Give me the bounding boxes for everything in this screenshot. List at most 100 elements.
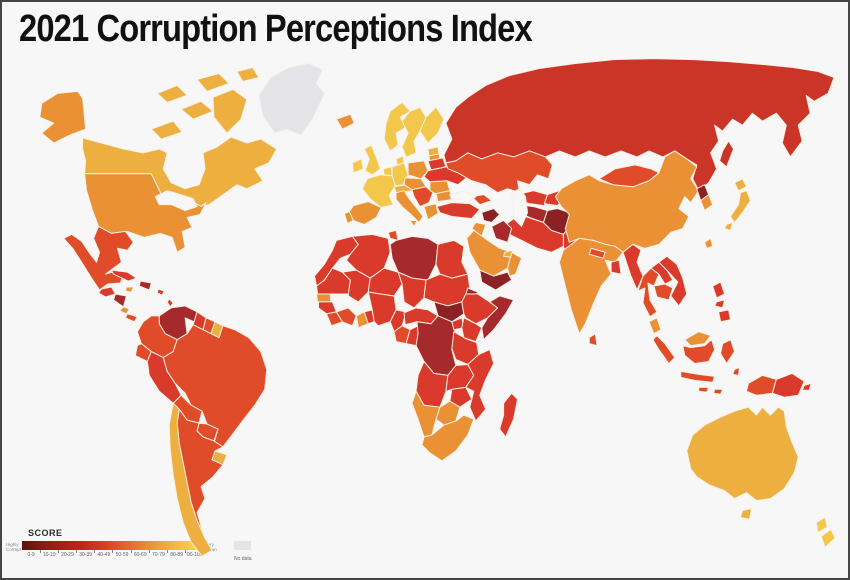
region-caucasus <box>471 194 493 206</box>
legend-band-label: 10-19 <box>42 552 56 558</box>
region-chad <box>397 271 427 309</box>
region-canada-island-baffin <box>212 88 248 134</box>
water-caspian-sea <box>511 188 529 228</box>
region-bolivia <box>172 394 203 424</box>
legend-band-cell: 40-49 <box>95 550 114 558</box>
region-venezuela <box>158 305 198 341</box>
region-eritrea <box>465 287 479 299</box>
region-kazakhstan <box>445 150 553 194</box>
region-zambia <box>445 363 475 392</box>
region-panama <box>124 313 138 323</box>
region-belarus <box>427 157 447 171</box>
region-sweden <box>401 106 427 158</box>
region-estonia <box>427 146 440 157</box>
region-jordan-israel <box>471 221 487 237</box>
legend-min-label: Highly Corrupt <box>4 541 22 552</box>
water-black-sea <box>449 190 477 205</box>
region-uganda <box>451 317 465 331</box>
region-honduras-nicaragua <box>112 293 127 308</box>
region-japan <box>724 178 751 231</box>
region-togo-benin <box>363 309 375 325</box>
region-tunisia <box>387 229 399 241</box>
region-malaysia <box>648 317 712 347</box>
page-title: 2021 Corruption Perceptions Index <box>19 8 533 50</box>
region-ukraine <box>423 166 469 186</box>
region-spain <box>348 201 382 225</box>
region-germany <box>391 162 409 187</box>
legend-tick <box>130 550 132 553</box>
legend-band-cell: 0-9 <box>22 550 41 558</box>
region-zimbabwe <box>449 386 473 408</box>
region-iraq <box>491 219 513 243</box>
legend-tick <box>76 550 78 553</box>
region-canada-island-victoria <box>150 120 183 140</box>
region-peru <box>146 351 182 404</box>
region-drc <box>415 315 457 376</box>
region-argentina <box>176 408 224 539</box>
region-senegal <box>316 293 331 303</box>
legend-max-label-line2: Clean <box>205 547 217 552</box>
region-turkey <box>436 202 481 219</box>
region-gabon <box>393 325 411 345</box>
region-oman <box>507 251 523 277</box>
region-niger <box>367 267 403 297</box>
region-sudan <box>423 273 471 307</box>
region-nepal <box>588 247 606 259</box>
region-ireland <box>351 158 364 174</box>
legend-band-label: 70-79 <box>152 552 165 558</box>
legend-band-cell: 70-79 <box>149 550 168 558</box>
region-czech-hungary <box>403 177 427 191</box>
legend-tick <box>148 550 150 553</box>
legend-no-data-label: No data <box>234 556 252 562</box>
legend-tick <box>39 550 41 553</box>
region-poland <box>407 160 429 180</box>
legend-min-label-line2: Corrupt <box>6 547 22 552</box>
region-mexico <box>63 225 134 291</box>
region-france <box>361 174 396 209</box>
region-greece <box>423 203 439 220</box>
region-romania <box>429 180 451 195</box>
legend-band-cell: 50-59 <box>113 550 132 558</box>
region-sierra-leone-liberia <box>325 311 343 327</box>
region-norway <box>383 101 411 152</box>
legend-band-label: 20-29 <box>61 552 74 558</box>
region-guatemala <box>98 286 116 298</box>
region-guinea <box>318 301 337 315</box>
region-vietnam <box>658 255 688 307</box>
legend-band-label: 90-100 <box>186 552 203 558</box>
region-south-africa <box>421 414 475 462</box>
region-new-zealand <box>815 516 836 548</box>
region-uae <box>503 249 514 258</box>
region-myanmar <box>622 243 644 291</box>
region-jamaica <box>124 286 134 293</box>
region-latvia-lithuania <box>428 153 442 166</box>
region-portugal <box>343 211 354 224</box>
region-south-sudan <box>433 301 465 323</box>
region-australia <box>686 406 799 520</box>
region-china <box>554 150 700 253</box>
region-paraguay <box>196 422 219 442</box>
region-libya <box>389 235 439 281</box>
legend-band-label: 80-89 <box>170 552 183 558</box>
score-legend: SCORE Highly Corrupt 0-9 10-19 20-29 30-39 4… <box>4 528 264 562</box>
legend-band-label: 50-59 <box>115 552 129 558</box>
region-canada-island-4 <box>196 73 230 92</box>
region-laos <box>650 261 674 285</box>
region-balkans <box>411 186 434 208</box>
region-taiwan <box>704 237 714 249</box>
region-italy <box>395 190 424 227</box>
region-greenland <box>258 63 325 136</box>
region-somalia <box>481 295 515 341</box>
region-ecuador <box>134 343 152 362</box>
region-puerto-rico <box>156 288 165 296</box>
region-brazil <box>162 324 268 448</box>
region-uruguay <box>211 450 228 466</box>
legend-gradient-bar <box>22 541 204 550</box>
region-kenya <box>461 317 483 343</box>
region-sri-lanka <box>588 333 598 347</box>
legend-band-label: 30-39 <box>79 552 93 558</box>
legend-band-labels: 0-9 10-19 20-29 30-39 40-49 50-59 60-69 70-79 80… <box>22 550 204 558</box>
legend-min-label-line1: Highly <box>6 542 19 547</box>
region-central-african-republic <box>403 307 439 326</box>
